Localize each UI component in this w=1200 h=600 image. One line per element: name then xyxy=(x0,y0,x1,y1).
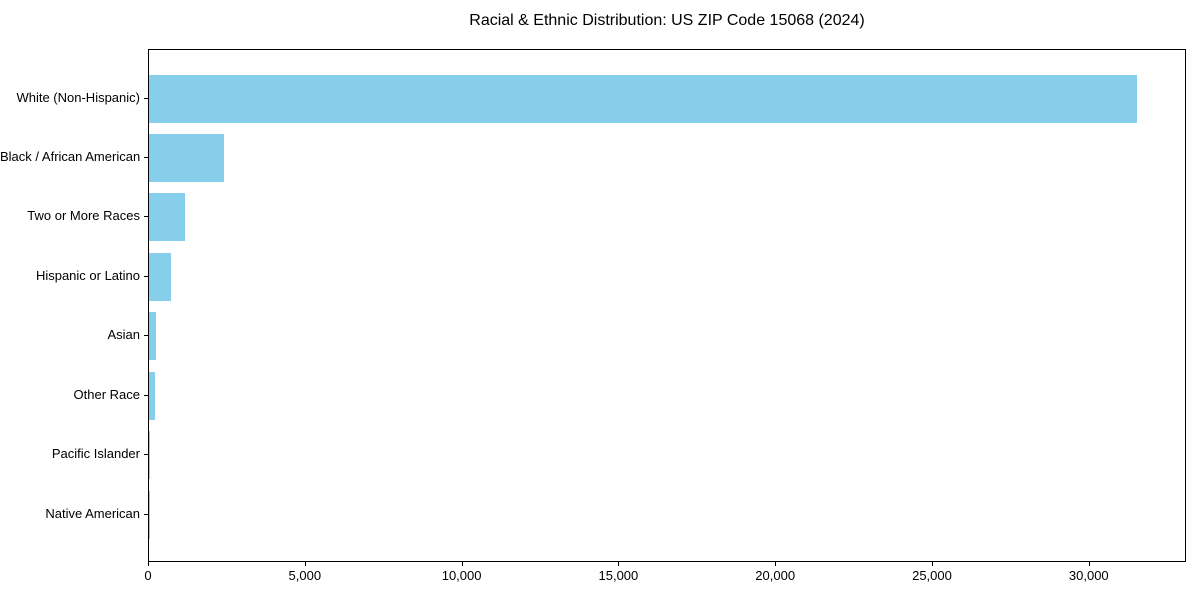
x-axis-tick-label: 5,000 xyxy=(288,568,322,583)
bar-other-race xyxy=(149,371,155,420)
y-axis-tick xyxy=(144,454,148,456)
y-axis-label-other-race: Other Race xyxy=(73,386,140,402)
y-axis-label-native-american: Native American xyxy=(45,505,140,521)
y-axis-label-pacific-islander: Pacific Islander xyxy=(51,446,140,462)
bar-hispanic-or-latino xyxy=(149,252,171,301)
y-axis-tick xyxy=(144,275,148,277)
x-axis-tick-label: 10,000 xyxy=(441,568,482,583)
x-axis-tick-label: 0 xyxy=(144,568,152,583)
x-axis-tick xyxy=(148,562,149,566)
y-axis-label-black-african-american: Black / African American xyxy=(0,148,141,164)
bar-asian xyxy=(149,312,157,361)
x-axis-tick xyxy=(775,562,777,566)
x-axis-tick xyxy=(618,562,620,566)
x-axis-tick xyxy=(304,562,306,566)
x-axis-tick xyxy=(461,562,463,566)
x-axis-tick-label: 20,000 xyxy=(755,568,796,583)
bar-two-or-more-races xyxy=(149,193,186,242)
y-axis-tick xyxy=(144,216,148,218)
y-axis-tick xyxy=(144,394,148,396)
x-axis-tick-label: 15,000 xyxy=(598,568,639,583)
x-axis-tick xyxy=(931,562,933,566)
y-axis-tick xyxy=(144,97,148,99)
bar-white-non-hispanic xyxy=(149,74,1137,123)
x-axis-tick-label: 30,000 xyxy=(1068,568,1109,583)
y-axis-label-asian: Asian xyxy=(107,327,140,343)
y-axis-label-two-or-more-races: Two or More Races xyxy=(27,208,140,224)
bar-pacific-islander xyxy=(149,431,150,480)
bar-black-african-american xyxy=(149,133,225,182)
y-axis-tick xyxy=(144,335,148,337)
y-axis-tick xyxy=(144,156,148,158)
y-axis-label-white-non-hispanic: White (Non-Hispanic) xyxy=(16,89,140,105)
x-axis-tick xyxy=(1088,562,1090,566)
y-axis-label-hispanic-or-latino: Hispanic or Latino xyxy=(35,267,140,283)
plot-area xyxy=(148,49,1186,562)
y-axis-tick xyxy=(144,513,148,515)
chart-title: Racial & Ethnic Distribution: US ZIP Cod… xyxy=(469,12,865,29)
x-axis-tick-label: 25,000 xyxy=(912,568,952,583)
